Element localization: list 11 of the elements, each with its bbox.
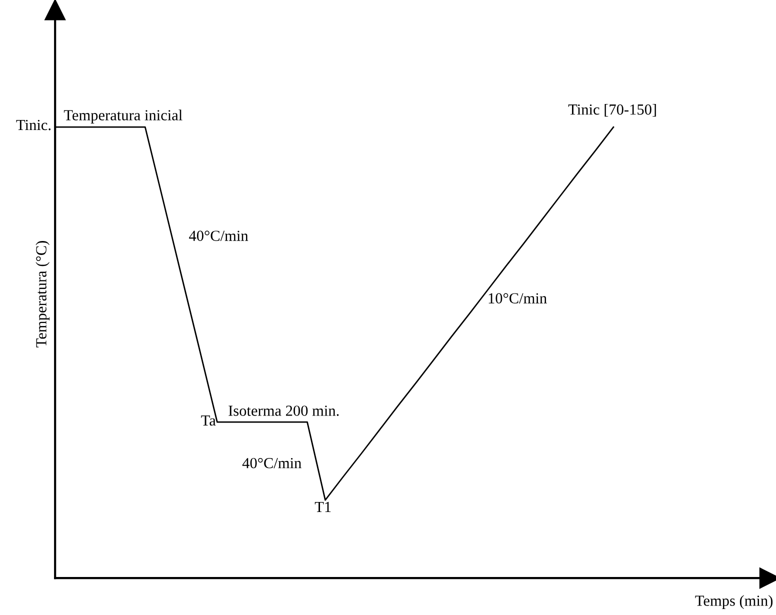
text: Tinic [70-150] <box>568 104 656 117</box>
text: Temperatura inicial <box>64 110 182 124</box>
y-axis-title: Temperatura (°C) <box>36 241 50 348</box>
annotation: Tinic. <box>16 120 51 130</box>
annotation: Ta <box>201 416 216 426</box>
x-axis-title: Temps (min) <box>695 595 773 610</box>
annotation: 40°C/min <box>189 230 248 241</box>
annotation: 40°C/min <box>242 458 302 468</box>
annotation: Isoterma 200 min. <box>228 406 339 416</box>
annotation: 10°C/min <box>488 293 547 304</box>
annotation: T1 <box>314 502 331 512</box>
